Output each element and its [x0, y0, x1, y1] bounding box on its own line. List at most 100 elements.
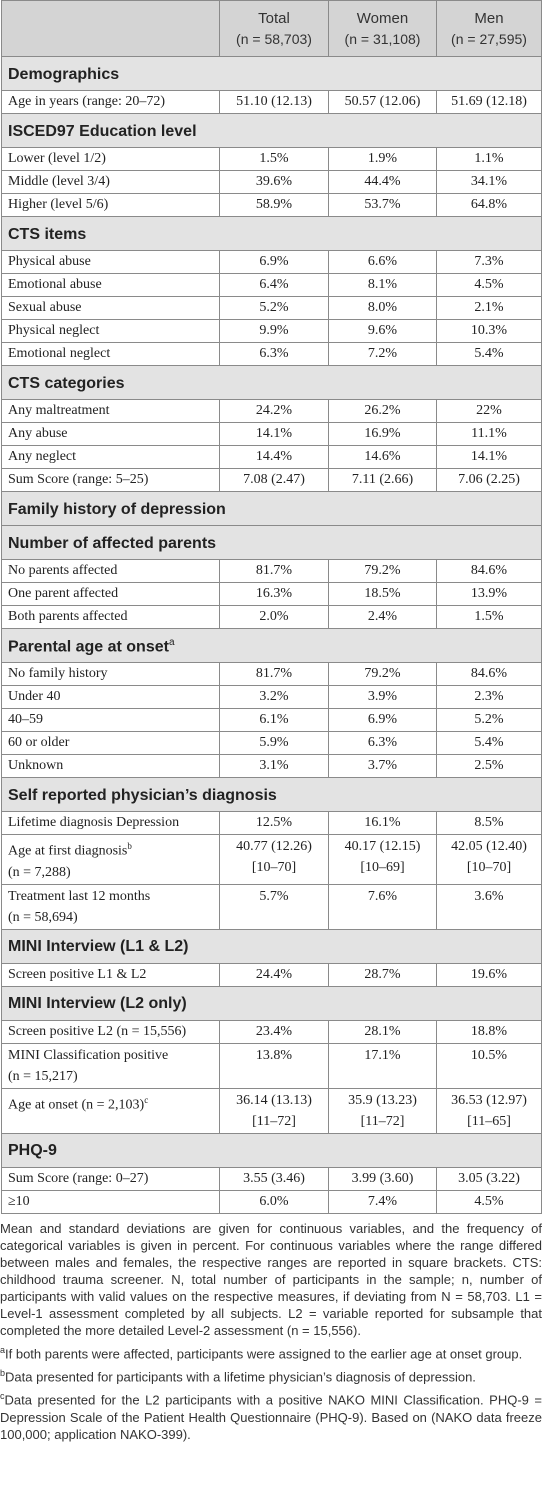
row-label: Sum Score (range: 5–25) — [1, 468, 220, 492]
table-row: 40–59 6.1% 6.9% 5.2% — [1, 708, 542, 732]
header-men-n: (n = 27,595) — [451, 30, 527, 47]
cell-women: 50.57 (12.06) — [328, 90, 437, 114]
row-label-text: Age at first diagnosis — [8, 843, 128, 859]
cell-total: 5.2% — [219, 296, 329, 320]
cell-women: 35.9 (13.23) [11–72] — [328, 1087, 437, 1134]
table-row: Any abuse 14.1% 16.9% 11.1% — [1, 422, 542, 446]
footnote-c: cData presented for the L2 participants … — [0, 1388, 542, 1442]
cell-women: 16.1% — [328, 811, 437, 835]
cell-total: 6.9% — [219, 250, 329, 274]
section-demographics: Demographics — [1, 56, 542, 91]
row-label-text: MINI Classification positive — [8, 1047, 169, 1063]
cell-total: 2.0% — [219, 605, 329, 629]
row-label: Any neglect — [1, 445, 220, 469]
row-label: Physical neglect — [1, 319, 220, 343]
table-row: Emotional abuse 6.4% 8.1% 4.5% — [1, 273, 542, 297]
row-label: Treatment last 12 months (n = 58,694) — [1, 883, 220, 930]
section-cts-items: CTS items — [1, 216, 542, 251]
cell-men: 5.4% — [436, 342, 542, 366]
table-row: Higher (level 5/6) 58.9% 53.7% 64.8% — [1, 193, 542, 217]
section-title: CTS items — [1, 216, 542, 251]
footnote-marker: b — [127, 841, 132, 851]
cell-women-value: 40.17 (12.15) — [344, 839, 421, 854]
cell-men: 34.1% — [436, 170, 542, 194]
section-title: ISCED97 Education level — [1, 113, 542, 148]
section-title: Family history of depression — [1, 491, 542, 526]
cell-total: 3.2% — [219, 685, 329, 709]
table-row: Unknown 3.1% 3.7% 2.5% — [1, 754, 542, 778]
section-self-reported: Self reported physician’s diagnosis — [1, 777, 542, 812]
section-title: PHQ-9 — [1, 1132, 542, 1168]
table-row: Middle (level 3/4) 39.6% 44.4% 34.1% — [1, 170, 542, 194]
cell-women: 2.4% — [328, 605, 437, 629]
cell-total: 51.10 (12.13) — [219, 90, 329, 114]
footnote-marker: c — [144, 1094, 149, 1105]
cell-women: 18.5% — [328, 582, 437, 606]
section-title: Number of affected parents — [1, 525, 542, 560]
cell-men: 2.3% — [436, 685, 542, 709]
cell-men: 3.05 (3.22) — [436, 1166, 542, 1191]
cell-men: 7.3% — [436, 250, 542, 274]
section-title: Self reported physician’s diagnosis — [1, 777, 542, 812]
section-family-history: Family history of depression — [1, 491, 542, 526]
row-label: No family history — [1, 662, 220, 686]
cell-women: 9.6% — [328, 319, 437, 343]
cell-total: 6.1% — [219, 708, 329, 732]
row-label: Emotional abuse — [1, 273, 220, 297]
row-label: One parent affected — [1, 582, 220, 606]
cell-women: 14.6% — [328, 445, 437, 469]
table-row: Physical neglect 9.9% 9.6% 10.3% — [1, 319, 542, 343]
cell-women-value: 35.9 (13.23) — [348, 1092, 417, 1108]
table-row: ≥10 6.0% 7.4% 4.5% — [1, 1189, 542, 1214]
cell-men: 10.3% — [436, 319, 542, 343]
footnote-a-text: If both parents were affected, participa… — [5, 1345, 523, 1361]
row-label: Age in years (range: 20–72) — [1, 90, 220, 114]
section-cts-categories: CTS categories — [1, 365, 542, 400]
cell-men: 1.1% — [436, 147, 542, 171]
cell-total: 40.77 (12.26) [10–70] — [219, 834, 329, 885]
cell-women: 79.2% — [328, 662, 437, 686]
table-row: Sum Score (range: 0–27) 3.55 (3.46) 3.99… — [1, 1166, 542, 1191]
row-label-text: Treatment last 12 months — [8, 888, 151, 904]
cell-men: 8.5% — [436, 811, 542, 835]
cell-men: 11.1% — [436, 422, 542, 446]
header-women-label: Women — [356, 9, 409, 27]
cell-women: 7.2% — [328, 342, 437, 366]
cell-men: 42.05 (12.40) [10–70] — [436, 834, 542, 885]
cell-women: 1.9% — [328, 147, 437, 171]
row-label: Any maltreatment — [1, 399, 220, 423]
cell-women-range: [10–69] — [360, 860, 405, 875]
cell-men: 3.6% — [436, 883, 542, 930]
header-men: Men (n = 27,595) — [436, 0, 542, 57]
cell-men: 13.9% — [436, 582, 542, 606]
cell-men: 14.1% — [436, 445, 542, 469]
cell-men-value: 42.05 (12.40) — [451, 839, 527, 854]
table-row: Age in years (range: 20–72) 51.10 (12.13… — [1, 90, 542, 114]
row-label: Age at first diagnosisb (n = 7,288) — [1, 834, 220, 885]
table-row: Any neglect 14.4% 14.6% 14.1% — [1, 445, 542, 469]
table-row: MINI Classification positive (n = 15,217… — [1, 1042, 542, 1089]
table-row: Lifetime diagnosis Depression 12.5% 16.1… — [1, 811, 542, 835]
row-label: 40–59 — [1, 708, 220, 732]
cell-men: 4.5% — [436, 273, 542, 297]
cell-women-range: [11–72] — [360, 1113, 405, 1129]
table-row: No family history 81.7% 79.2% 84.6% — [1, 662, 542, 686]
cell-total: 1.5% — [219, 147, 329, 171]
row-label: Lifetime diagnosis Depression — [1, 811, 220, 835]
cell-women: 3.9% — [328, 685, 437, 709]
cell-total-value: 36.14 (13.13) — [236, 1092, 312, 1108]
cell-men: 84.6% — [436, 559, 542, 583]
section-phq9: PHQ-9 — [1, 1132, 542, 1168]
cell-women: 8.0% — [328, 296, 437, 320]
cell-total: 39.6% — [219, 170, 329, 194]
cell-men-range: [10–70] — [466, 860, 512, 875]
cell-women: 3.99 (3.60) — [328, 1166, 437, 1191]
table-row: Lower (level 1/2) 1.5% 1.9% 1.1% — [1, 147, 542, 171]
cell-total: 81.7% — [219, 662, 329, 686]
cell-men-range: [11–65] — [467, 1113, 511, 1129]
section-title: MINI Interview (L2 only) — [1, 985, 542, 1021]
cell-women: 6.9% — [328, 708, 437, 732]
cell-men: 4.5% — [436, 1189, 542, 1214]
cell-total: 9.9% — [219, 319, 329, 343]
table-row: Both parents affected 2.0% 2.4% 1.5% — [1, 605, 542, 629]
